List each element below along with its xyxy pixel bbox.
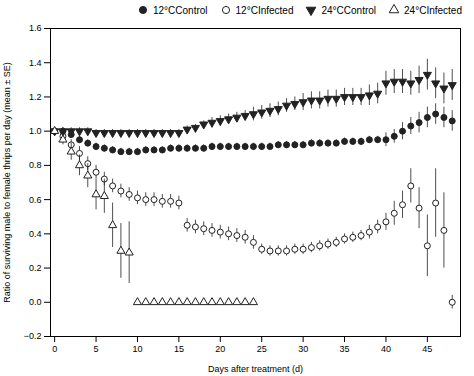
- svg-text:10: 10: [132, 344, 142, 354]
- svg-text:0.2: 0.2: [29, 263, 42, 273]
- svg-text:25: 25: [257, 344, 267, 354]
- svg-text:0.0: 0.0: [29, 297, 42, 307]
- svg-text:5: 5: [94, 344, 99, 354]
- svg-text:1.2: 1.2: [29, 92, 42, 102]
- svg-text:1.4: 1.4: [29, 58, 42, 68]
- svg-text:0: 0: [52, 344, 57, 354]
- svg-text:0.8: 0.8: [29, 160, 42, 170]
- html-text:12°CControl: 12°CControl: [152, 4, 208, 16]
- svg-text:0.6: 0.6: [29, 194, 42, 204]
- html-text:24°CControl: 24°CControl: [321, 4, 377, 16]
- svg-text:1.6: 1.6: [29, 23, 42, 33]
- svg-text:30: 30: [298, 344, 308, 354]
- svg-text:20: 20: [215, 344, 225, 354]
- svg-text:0.4: 0.4: [29, 229, 42, 239]
- svg-text:−0.2: −0.2: [24, 331, 42, 341]
- svg-text:15: 15: [174, 344, 184, 354]
- svg-text:35: 35: [340, 344, 350, 354]
- html-text:12°CInfected: 12°CInfected: [235, 4, 294, 16]
- svg-text:Days after treatment (d): Days after treatment (d): [208, 364, 303, 374]
- svg-text:40: 40: [381, 344, 391, 354]
- svg-text:45: 45: [422, 344, 432, 354]
- svg-text:1.0: 1.0: [29, 126, 42, 136]
- svg-text:Ratio of surviving male to fem: Ratio of surviving male to female thrips…: [2, 62, 12, 303]
- html-text:24°CInfected: 24°CInfected: [404, 4, 462, 16]
